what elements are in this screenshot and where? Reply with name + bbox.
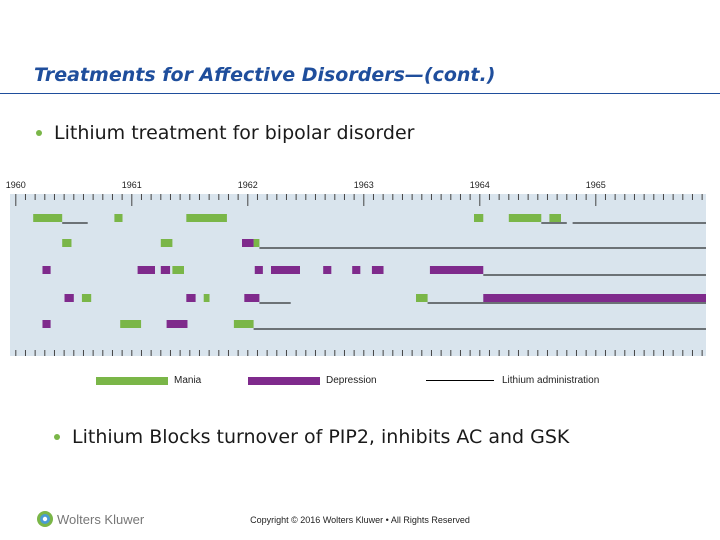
depression-bar (186, 294, 196, 302)
year-label: 1962 (238, 180, 258, 190)
legend-lithium-line (426, 380, 494, 381)
year-label: 1964 (470, 180, 490, 190)
depression-bar (429, 266, 484, 274)
bullet-icon (54, 434, 60, 440)
bullet-item: Lithium Blocks turnover of PIP2, inhibit… (54, 426, 569, 448)
copyright-notice: Copyright © 2016 Wolters Kluwer • All Ri… (250, 515, 470, 525)
logo-mark-icon (37, 511, 53, 527)
episode-rows (33, 214, 706, 330)
legend-depression-swatch (248, 376, 320, 385)
year-label: 1963 (354, 180, 374, 190)
bullet-icon (36, 130, 42, 136)
episode-row (42, 266, 706, 276)
year-label: 1961 (122, 180, 142, 190)
depression-bar (137, 266, 155, 274)
mania-bar (172, 266, 184, 274)
mania-bar (62, 239, 72, 247)
mania-bar (549, 214, 561, 222)
lithium-timeline-chart: 1960 1961 1962 1963 1964 1965 (6, 180, 706, 356)
mania-bar (508, 214, 542, 222)
depression-bar (64, 294, 74, 302)
year-labels: 1960 1961 1962 1963 1964 1965 (6, 180, 606, 190)
depression-bar (323, 266, 332, 274)
legend-depression: Depression (248, 375, 377, 386)
tick-marks (15, 194, 703, 356)
bullet-item: Lithium treatment for bipolar disorder (36, 122, 414, 144)
mania-bar (186, 214, 227, 222)
mania-bar (253, 239, 260, 247)
mania-bar (120, 320, 142, 328)
mania-bar (81, 294, 92, 302)
depression-bar (160, 266, 171, 274)
mania-bar (233, 320, 254, 328)
depression-bar (42, 266, 51, 274)
depression-bar (166, 320, 188, 328)
year-label: 1960 (6, 180, 26, 190)
year-label: 1965 (586, 180, 606, 190)
logo-text: Wolters Kluwer (57, 511, 145, 527)
mania-bar (416, 294, 428, 302)
depression-bar (242, 239, 254, 247)
company-logo: Wolters Kluwer (36, 510, 144, 528)
episode-row (62, 239, 706, 249)
depression-bar (352, 266, 361, 274)
mania-bar (203, 294, 210, 302)
bullet-text: Lithium Blocks turnover of PIP2, inhibit… (72, 426, 570, 448)
mania-bar (474, 214, 484, 222)
episode-row (33, 214, 706, 224)
slide-title: Treatments for Affective Disorders—(cont… (34, 64, 496, 86)
mania-bar (33, 214, 63, 222)
legend-lithium: Lithium administration (426, 375, 599, 386)
legend-mania: Mania (96, 375, 201, 386)
episode-row (42, 320, 706, 330)
bullet-text: Lithium treatment for bipolar disorder (54, 122, 415, 144)
episode-row (64, 294, 706, 304)
depression-bar (483, 294, 706, 302)
mania-bar (160, 239, 173, 247)
legend-mania-label: Mania (174, 375, 202, 386)
depression-bar (371, 266, 384, 274)
mania-bar (114, 214, 123, 222)
legend-mania-swatch (96, 376, 168, 385)
title-divider (0, 93, 720, 94)
depression-bar (254, 266, 263, 274)
depression-bar (244, 294, 260, 302)
depression-bar (271, 266, 300, 274)
legend-lithium-label: Lithium administration (502, 375, 600, 386)
depression-bar (42, 320, 51, 328)
legend-depression-label: Depression (326, 375, 377, 386)
